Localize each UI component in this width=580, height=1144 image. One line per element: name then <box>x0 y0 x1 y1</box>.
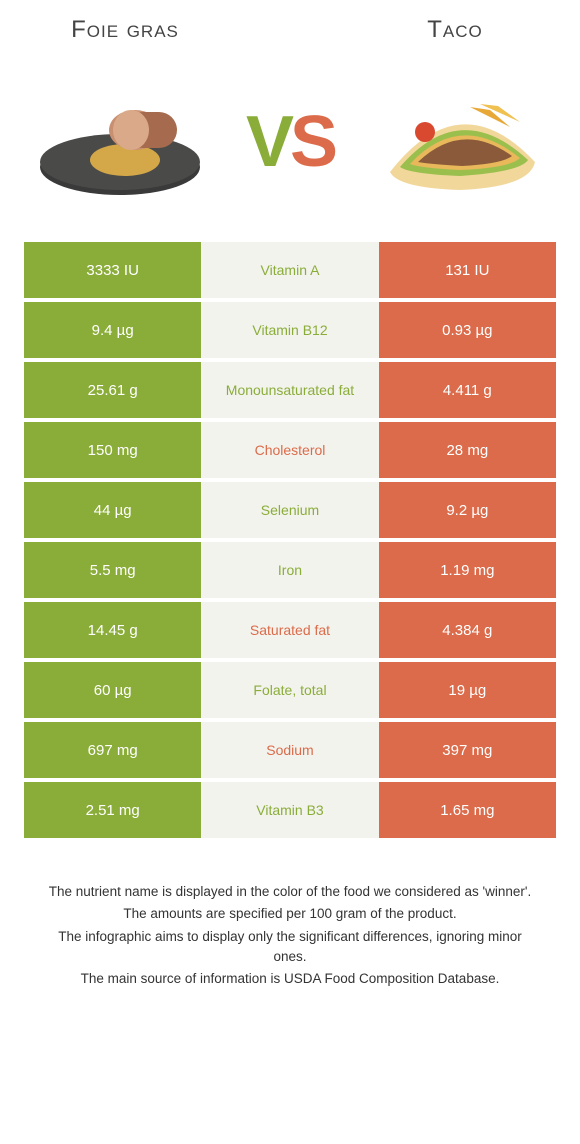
value-right: 397 mg <box>379 722 556 778</box>
table-row: 3333 IUVitamin A131 IU <box>24 242 556 298</box>
value-right: 28 mg <box>379 422 556 478</box>
nutrient-name: Vitamin A <box>201 242 378 298</box>
vs-label: VS <box>246 101 334 183</box>
footer-notes: The nutrient name is displayed in the co… <box>0 842 580 989</box>
vs-v: V <box>246 101 290 183</box>
value-right: 0.93 µg <box>379 302 556 358</box>
value-right: 9.2 µg <box>379 482 556 538</box>
nutrient-name: Cholesterol <box>201 422 378 478</box>
footer-line: The infographic aims to display only the… <box>40 927 540 968</box>
value-left: 3333 IU <box>24 242 201 298</box>
title-row: Foie gras Taco <box>0 0 580 52</box>
nutrient-name: Sodium <box>201 722 378 778</box>
value-right: 19 µg <box>379 662 556 718</box>
comparison-table: 3333 IUVitamin A131 IU9.4 µgVitamin B120… <box>0 242 580 838</box>
value-left: 25.61 g <box>24 362 201 418</box>
nutrient-name: Saturated fat <box>201 602 378 658</box>
title-right: Taco <box>330 16 580 44</box>
value-left: 9.4 µg <box>24 302 201 358</box>
table-row: 2.51 mgVitamin B31.65 mg <box>24 782 556 838</box>
table-row: 697 mgSodium397 mg <box>24 722 556 778</box>
taco-image <box>370 72 550 212</box>
footer-line: The nutrient name is displayed in the co… <box>40 882 540 902</box>
images-row: VS <box>0 52 580 242</box>
table-row: 14.45 gSaturated fat4.384 g <box>24 602 556 658</box>
vs-s: S <box>290 101 334 183</box>
title-left: Foie gras <box>0 16 250 44</box>
footer-line: The amounts are specified per 100 gram o… <box>40 904 540 924</box>
value-right: 1.65 mg <box>379 782 556 838</box>
table-row: 25.61 gMonounsaturated fat4.411 g <box>24 362 556 418</box>
nutrient-name: Monounsaturated fat <box>201 362 378 418</box>
table-row: 60 µgFolate, total19 µg <box>24 662 556 718</box>
value-right: 4.384 g <box>379 602 556 658</box>
value-left: 5.5 mg <box>24 542 201 598</box>
value-right: 4.411 g <box>379 362 556 418</box>
value-left: 14.45 g <box>24 602 201 658</box>
foie-gras-image <box>30 72 210 212</box>
table-row: 44 µgSelenium9.2 µg <box>24 482 556 538</box>
table-row: 5.5 mgIron1.19 mg <box>24 542 556 598</box>
table-row: 9.4 µgVitamin B120.93 µg <box>24 302 556 358</box>
value-left: 150 mg <box>24 422 201 478</box>
table-row: 150 mgCholesterol28 mg <box>24 422 556 478</box>
nutrient-name: Vitamin B3 <box>201 782 378 838</box>
nutrient-name: Selenium <box>201 482 378 538</box>
value-left: 60 µg <box>24 662 201 718</box>
footer-line: The main source of information is USDA F… <box>40 969 540 989</box>
value-right: 1.19 mg <box>379 542 556 598</box>
value-right: 131 IU <box>379 242 556 298</box>
nutrient-name: Folate, total <box>201 662 378 718</box>
nutrient-name: Iron <box>201 542 378 598</box>
value-left: 2.51 mg <box>24 782 201 838</box>
value-left: 44 µg <box>24 482 201 538</box>
nutrient-name: Vitamin B12 <box>201 302 378 358</box>
value-left: 697 mg <box>24 722 201 778</box>
title-spacer <box>250 16 330 44</box>
